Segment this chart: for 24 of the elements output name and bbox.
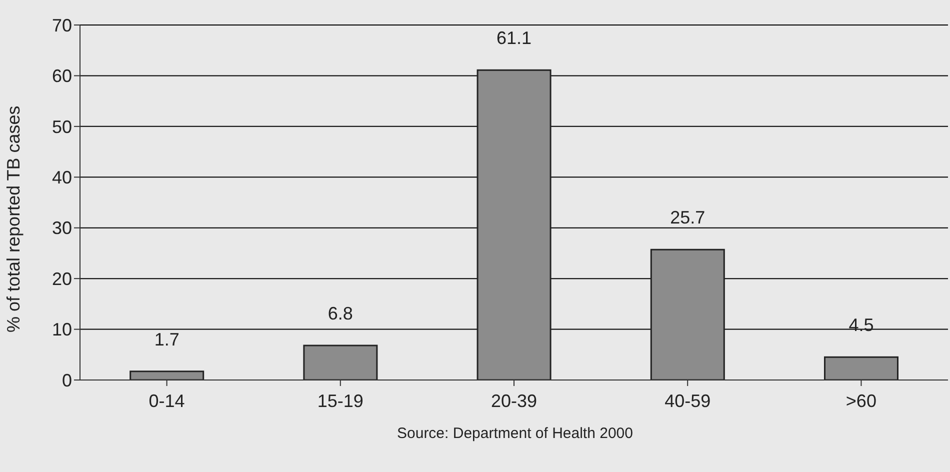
data-label: 25.7: [670, 208, 706, 228]
source-note: Source: Department of Health 2000: [396, 425, 634, 442]
bar: [476, 69, 552, 380]
y-tick-label: 50: [52, 116, 72, 137]
y-tick-label: 40: [52, 168, 72, 188]
y-tick-label: 10: [52, 320, 72, 340]
data-label: 61.1: [496, 28, 532, 48]
x-tick-label: 20-39: [490, 390, 538, 411]
data-label: 1.7: [154, 329, 180, 350]
y-tick-label: 30: [52, 218, 72, 238]
x-tick-label: 0-14: [148, 390, 185, 411]
x-tick-label: >60: [846, 390, 876, 411]
bar: [824, 356, 898, 380]
bar: [130, 370, 204, 380]
y-tick-label: 60: [52, 66, 72, 86]
y-axis-title: % of total reported TB cases: [3, 106, 24, 332]
y-tick-label: 0: [62, 370, 72, 390]
x-tick-label: 40-59: [664, 390, 711, 411]
x-tick-label: 15-19: [317, 390, 364, 411]
bar: [650, 248, 725, 380]
data-label: 6.8: [328, 304, 353, 324]
y-tick-label: 70: [52, 15, 72, 36]
y-tick-label: 20: [52, 268, 72, 289]
bar: [303, 344, 378, 380]
